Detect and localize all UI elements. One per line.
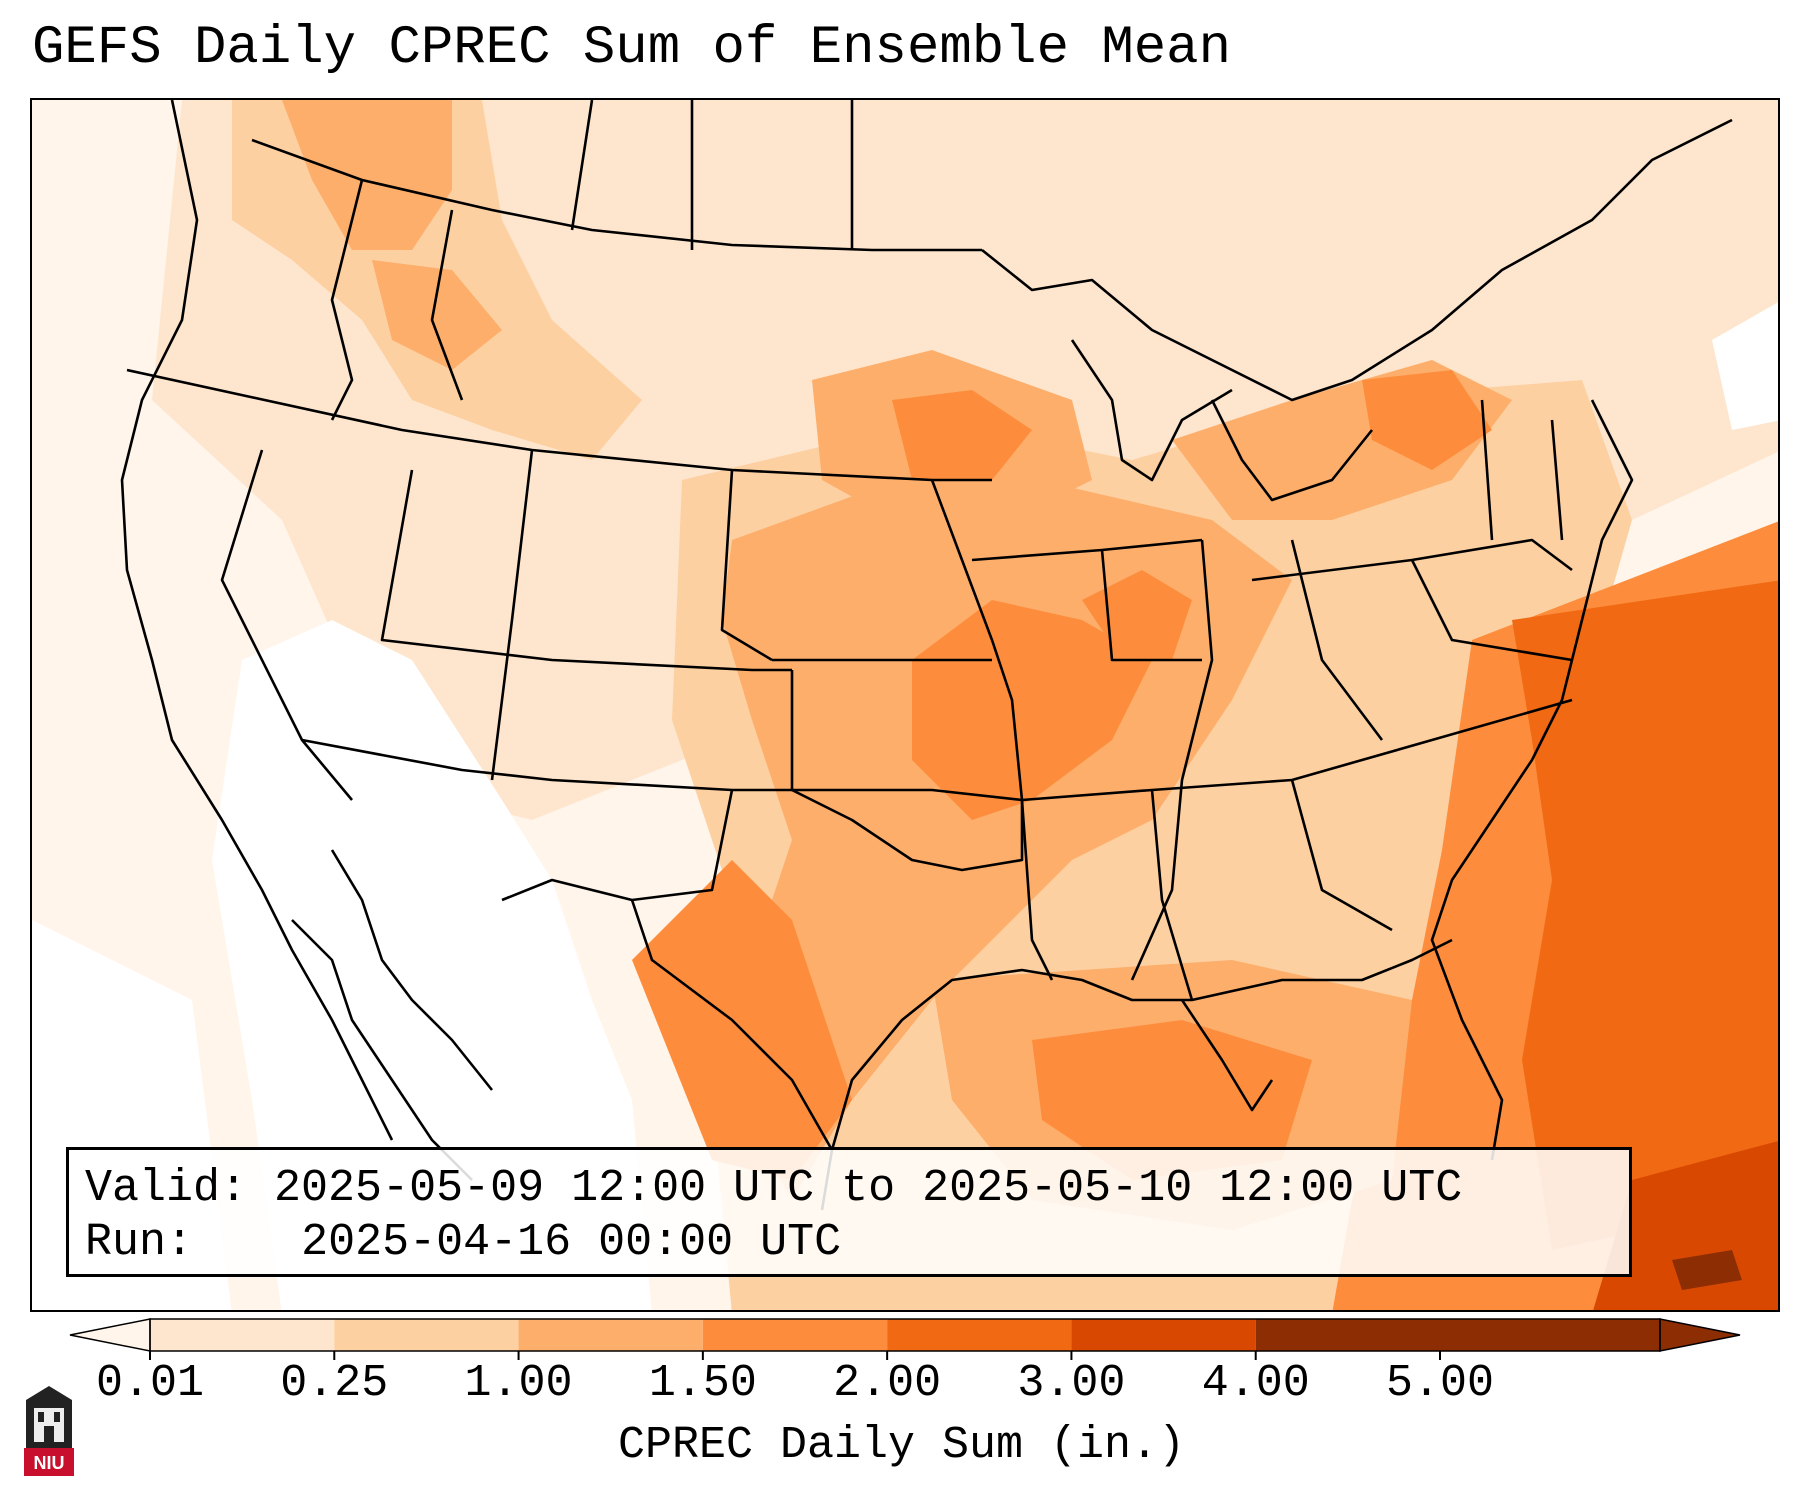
colorbar-tick-label: 2.00: [833, 1358, 942, 1409]
colorbar-segment: [887, 1319, 1072, 1351]
colorbar-max-extend: [1659, 1318, 1741, 1352]
colorbar-segment: [1071, 1319, 1256, 1351]
colorbar-tick-label: 0.25: [280, 1358, 389, 1409]
colorbar-min-extend: [69, 1318, 151, 1352]
niu-logo: NIU: [20, 1382, 78, 1478]
colorbar-tick-label: 1.50: [648, 1358, 757, 1409]
colorbar-segment: [334, 1319, 519, 1351]
state-borders: [120, 100, 1733, 1211]
colorbar-tick-label: 3.00: [1017, 1358, 1126, 1409]
precip-shading: [32, 100, 1778, 1310]
colorbar: [69, 1318, 1741, 1360]
colorbar-segment: [1255, 1319, 1440, 1351]
colorbar-tick-label: 0.01: [95, 1358, 205, 1409]
colorbar-segment: [1440, 1319, 1660, 1351]
map-canvas: [32, 100, 1778, 1310]
colorbar-outline: [149, 1318, 1661, 1352]
valid-run-info: Valid: 2025-05-09 12:00 UTC to 2025-05-1…: [66, 1147, 1632, 1277]
map-title: GEFS Daily CPREC Sum of Ensemble Mean: [32, 18, 1231, 79]
colorbar-tick-label: 5.00: [1385, 1358, 1495, 1409]
run-time: 2025-04-16 00:00 UTC: [301, 1217, 842, 1268]
colorbar-segment: [702, 1319, 888, 1351]
run-label: Run:: [85, 1217, 194, 1268]
colorbar-label: CPREC Daily Sum (in.): [617, 1420, 1186, 1471]
colorbar-segment: [518, 1319, 703, 1351]
colorbar-tick-label: 1.00: [464, 1358, 573, 1409]
colorbar-segment: [150, 1319, 335, 1351]
valid-label: Valid:: [85, 1163, 248, 1214]
valid-time-range: 2025-05-09 12:00 UTC to 2025-05-10 12:00…: [274, 1163, 1463, 1214]
logo-text: NIU: [34, 1453, 65, 1473]
precipitation-map: [30, 98, 1780, 1312]
colorbar-tick-label: 4.00: [1201, 1358, 1310, 1409]
